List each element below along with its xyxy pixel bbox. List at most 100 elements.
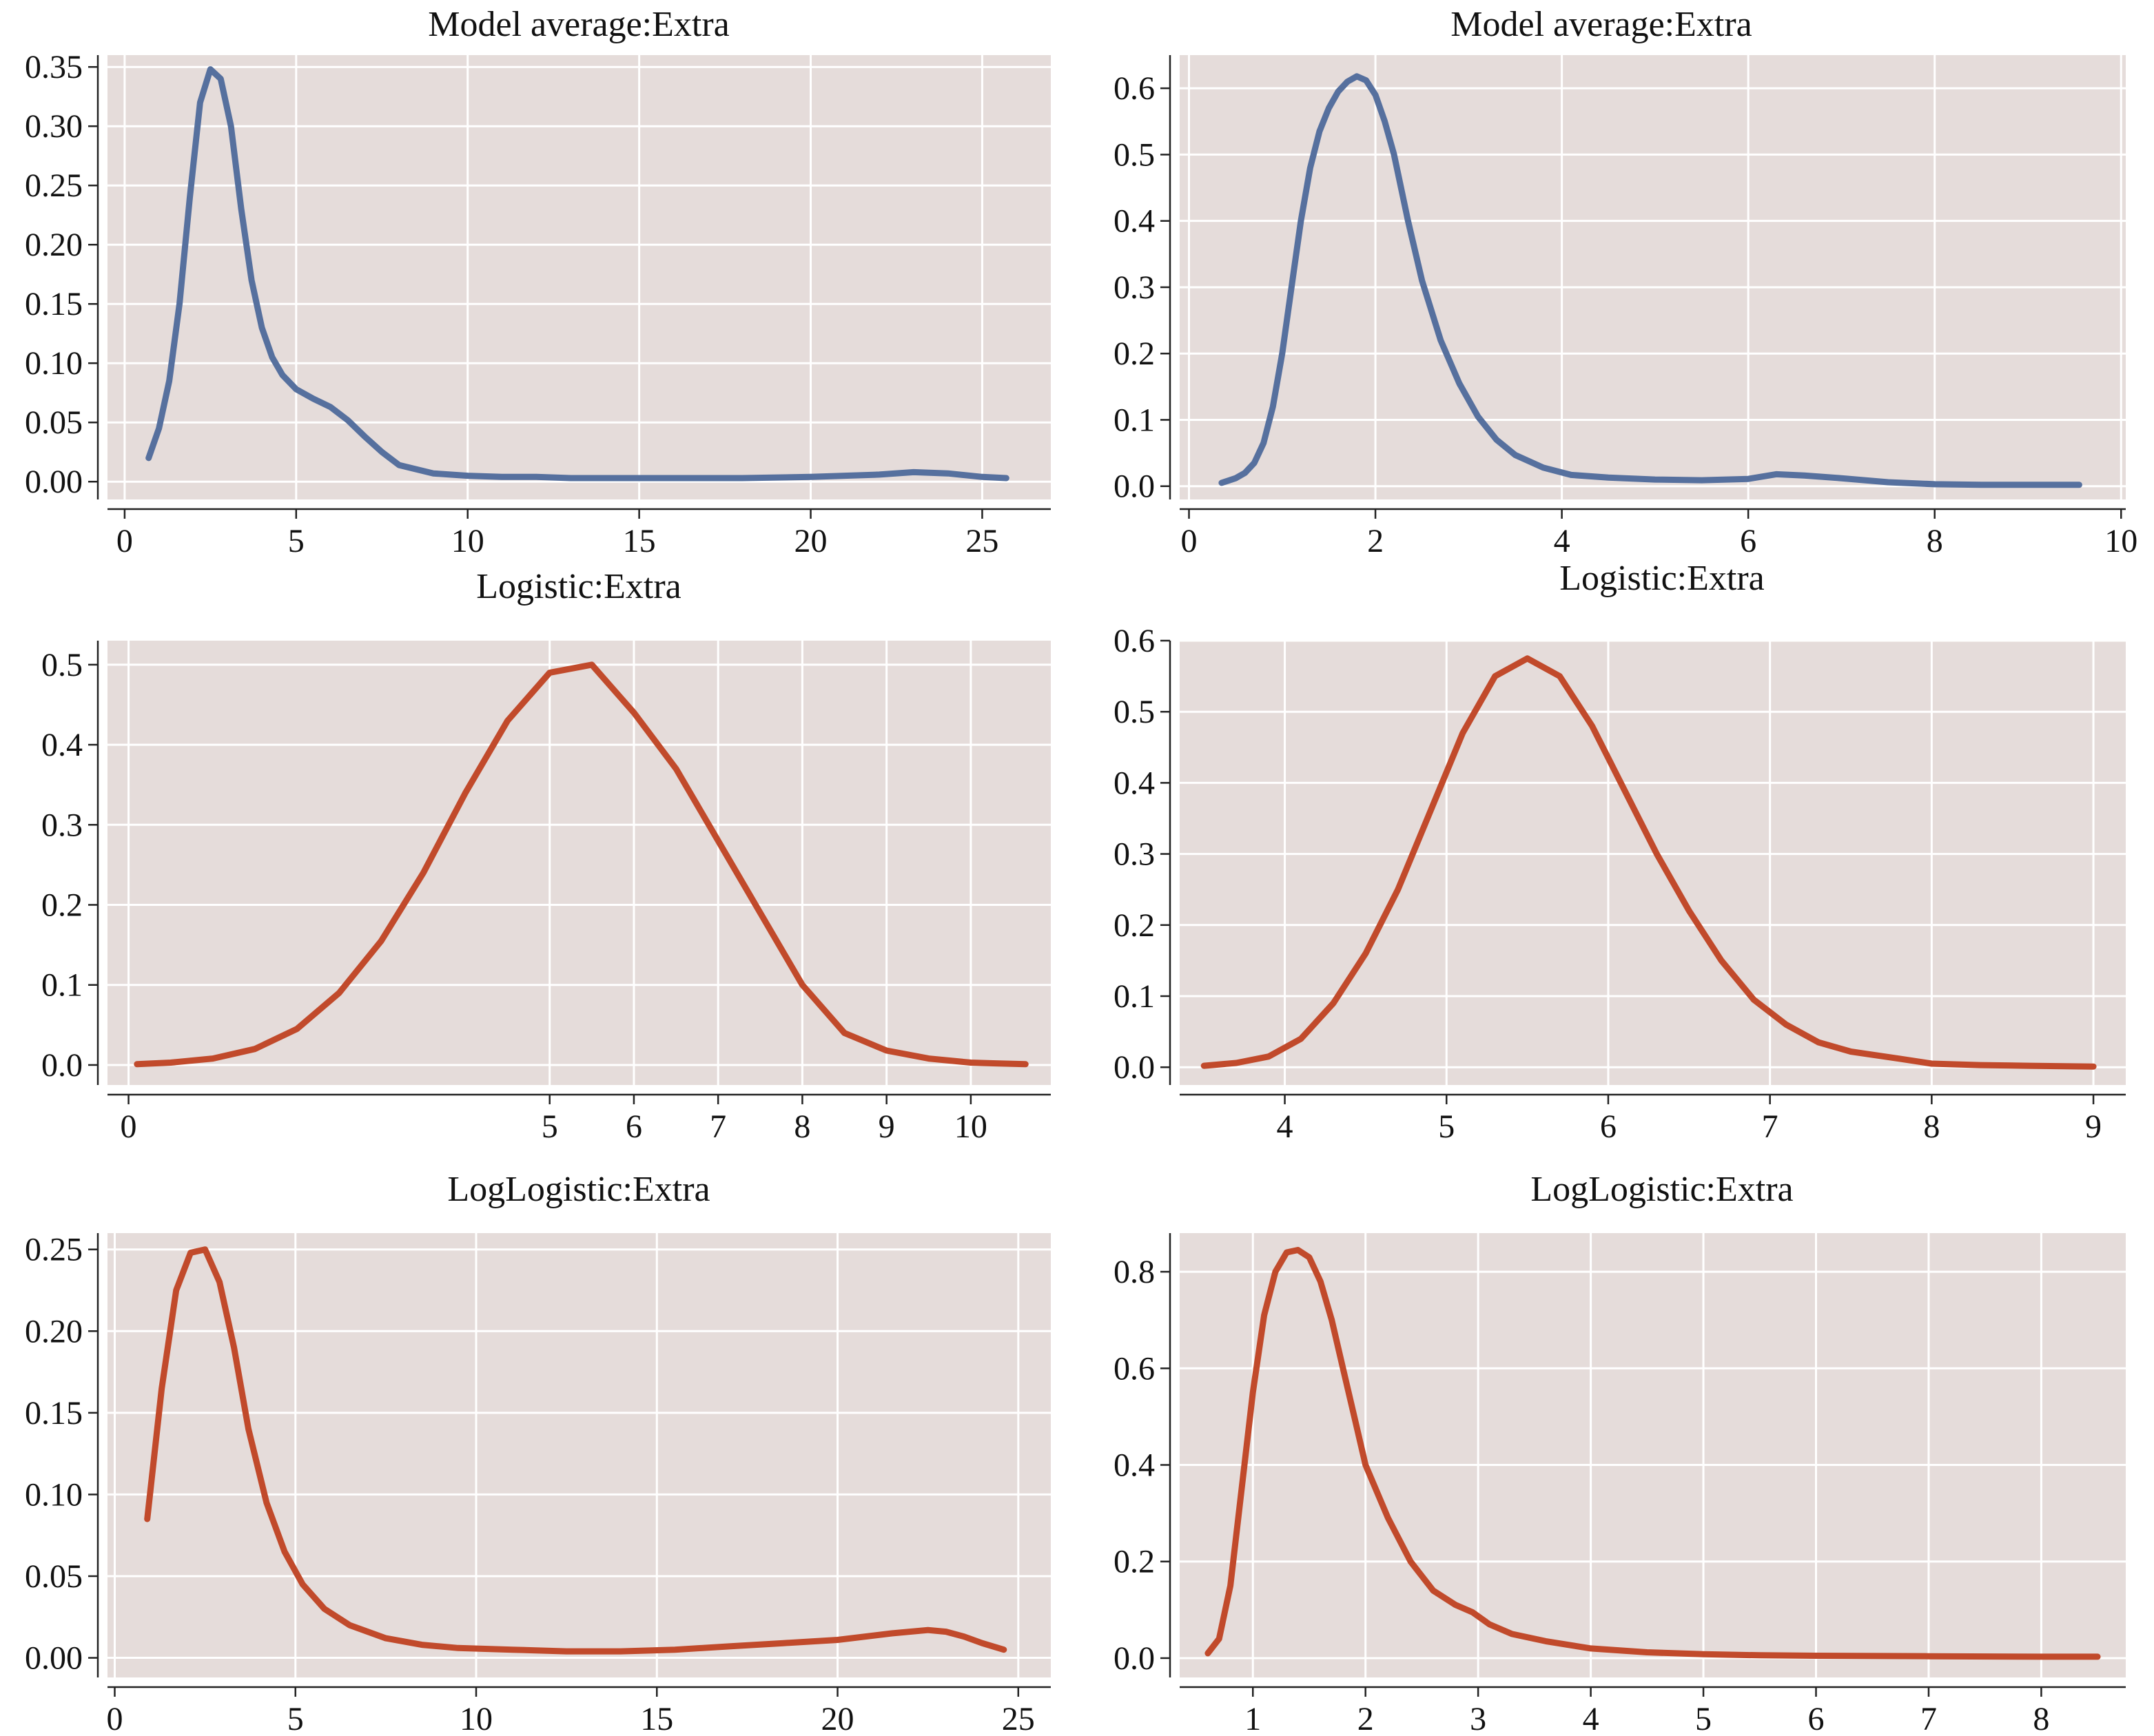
y-tick-label: 0.4: [41, 727, 83, 763]
x-tick-label: 7: [710, 1108, 726, 1145]
chart-panel-6: LogLogistic:Extra 1 2 3 4 5 6 7 8 0.0 0.2 0.4 0.6 0.…: [1114, 1170, 2126, 1736]
x-tick-label: 8: [1923, 1108, 1940, 1145]
x-tick-label: 7: [1920, 1701, 1937, 1736]
density-curve: [1200, 655, 2097, 1070]
y-tick-label: 0.2: [1114, 335, 1155, 372]
plot-area: [107, 55, 1051, 499]
x-tick-label: 0: [121, 1108, 137, 1145]
x-tick-label: 0: [116, 523, 133, 559]
y-tick-label: 0.2: [41, 887, 83, 924]
x-tick-label: 4: [1554, 523, 1570, 559]
y-tick-label: 0.2: [1114, 907, 1155, 944]
y-tick-label: 0.20: [25, 1313, 83, 1350]
x-tick-label: 5: [1438, 1108, 1455, 1145]
y-tick-label: 0.4: [1114, 1447, 1155, 1484]
chart-title: Model average:Extra: [428, 5, 729, 44]
x-tick-label: 2: [1367, 523, 1384, 559]
x-tick-label: 2: [1357, 1701, 1374, 1736]
plot-area: [1180, 641, 2126, 1085]
x-tick-label: 0: [106, 1701, 123, 1736]
y-tick-label: 0.20: [25, 227, 83, 263]
y-tick-label: 0.25: [25, 167, 83, 204]
x-tick-label: 8: [1927, 523, 1943, 559]
y-tick-label: 0.5: [1114, 136, 1155, 173]
y-tick-label: 0.2: [1114, 1544, 1155, 1580]
x-tick-label: 20: [794, 523, 828, 559]
x-tick-label: 4: [1277, 1108, 1293, 1145]
y-tick-label: 0.6: [1114, 70, 1155, 107]
chart-title: LogLogistic:Extra: [1530, 1170, 1793, 1209]
x-tick-label: 10: [451, 523, 484, 559]
y-tick-label: 0.3: [1114, 836, 1155, 873]
chart-panel-1: Model average:Extra 0 5 10 15 20 25 0.00 0.05 0.…: [25, 5, 1051, 559]
chart-panel-2: Model average:Extra 0 2 4 6 8 10 0.0 0.1 0.2 0.3 0…: [1114, 5, 2137, 559]
y-tick-label: 0.5: [41, 647, 83, 683]
x-tick-label: 6: [1740, 523, 1756, 559]
y-tick-label: 0.25: [25, 1232, 83, 1268]
x-tick-label: 5: [287, 1701, 304, 1736]
density-curve: [1218, 73, 2082, 488]
x-tick-label: 20: [821, 1701, 854, 1736]
x-tick-label: 7: [1762, 1108, 1778, 1145]
x-tick-label: 5: [1695, 1701, 1712, 1736]
density-curve: [134, 661, 1029, 1068]
y-tick-label: 0.6: [1114, 1350, 1155, 1387]
y-tick-label: 0.35: [25, 49, 83, 85]
x-tick-label: 6: [626, 1108, 642, 1145]
y-tick-label: 0.4: [1114, 765, 1155, 801]
x-tick-label: 25: [965, 523, 998, 559]
y-tick-label: 0.1: [1114, 402, 1155, 438]
y-tick-label: 0.00: [25, 1640, 83, 1677]
density-curve: [1204, 1247, 2101, 1660]
y-tick-label: 0.8: [1114, 1254, 1155, 1290]
y-tick-label: 0.0: [1114, 1049, 1155, 1086]
chart-panel-5: LogLogistic:Extra 0 5 10 15 20 25 0.00 0.05 0.10…: [25, 1170, 1051, 1736]
y-tick-label: 0.5: [1114, 694, 1155, 730]
y-tick-label: 0.3: [41, 807, 83, 843]
x-tick-label: 8: [2033, 1701, 2049, 1736]
x-tick-label: 15: [640, 1701, 673, 1736]
y-tick-label: 0.0: [1114, 468, 1155, 505]
chart-title: Logistic:Extra: [476, 567, 681, 606]
chart-title: Logistic:Extra: [1559, 559, 1764, 598]
x-tick-label: 6: [1600, 1108, 1617, 1145]
y-tick-label: 0.10: [25, 345, 83, 382]
chart-title: LogLogistic:Extra: [447, 1170, 710, 1209]
y-tick-label: 0.30: [25, 108, 83, 145]
y-tick-label: 0.4: [1114, 203, 1155, 240]
y-tick-label: 0.1: [41, 967, 83, 1004]
x-tick-label: 0: [1181, 523, 1198, 559]
y-tick-label: 0.15: [25, 286, 83, 322]
x-tick-label: 3: [1470, 1701, 1486, 1736]
density-curve: [144, 1246, 1007, 1655]
chart-panel-3: Logistic:Extra 0 5 6 7 8 9 10 0.0 0.1 0.2 0.3 0.4 0.…: [41, 567, 1051, 1145]
y-tick-label: 0.0: [41, 1047, 83, 1084]
y-tick-label: 0.0: [1114, 1640, 1155, 1677]
x-tick-label: 10: [954, 1108, 987, 1145]
y-tick-label: 0.05: [25, 1558, 83, 1595]
x-tick-label: 15: [623, 523, 656, 559]
x-tick-label: 4: [1583, 1701, 1599, 1736]
y-tick-label: 0.05: [25, 404, 83, 441]
plot-area: [107, 641, 1051, 1085]
y-tick-label: 0.1: [1114, 978, 1155, 1015]
x-tick-label: 8: [794, 1108, 810, 1145]
chart-panel-4: Logistic:Extra 4 5 6 7 8 9 0.0 0.1 0.2 0.3 0.4 0.5 0…: [1114, 559, 2126, 1145]
x-tick-label: 9: [2085, 1108, 2102, 1145]
y-tick-label: 0.10: [25, 1476, 83, 1513]
chart-title: Model average:Extra: [1450, 5, 1752, 44]
x-tick-label: 5: [288, 523, 305, 559]
plot-area: [1180, 1233, 2126, 1677]
x-tick-label: 9: [879, 1108, 895, 1145]
x-tick-label: 25: [1002, 1701, 1035, 1736]
x-tick-label: 10: [460, 1701, 493, 1736]
y-tick-label: 0.00: [25, 464, 83, 500]
x-tick-label: 6: [1808, 1701, 1825, 1736]
y-tick-label: 0.15: [25, 1395, 83, 1432]
plot-area: [1180, 55, 2126, 499]
y-tick-label: 0.3: [1114, 269, 1155, 306]
plot-area: [107, 1233, 1051, 1677]
x-tick-label: 5: [542, 1108, 558, 1145]
y-tick-label: 0.6: [1114, 623, 1155, 659]
